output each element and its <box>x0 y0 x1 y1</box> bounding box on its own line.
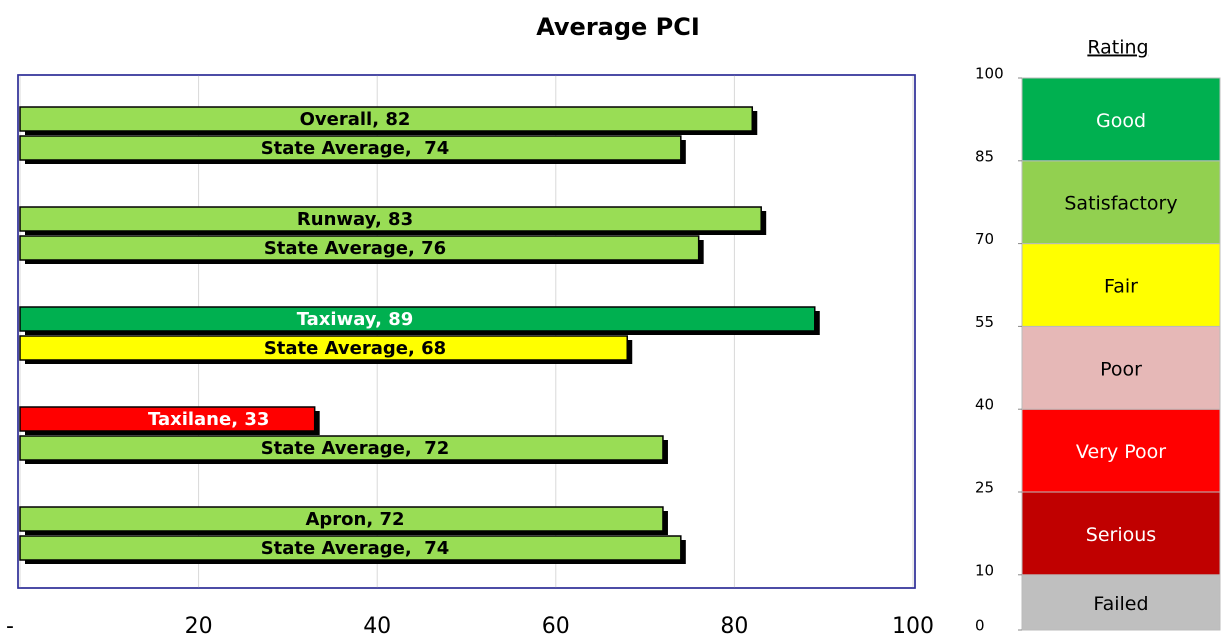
rating-title: Rating <box>1087 37 1148 59</box>
plot-border <box>17 74 916 589</box>
bar-label: State Average, 74 <box>261 538 450 559</box>
rating-tick-label: 100 <box>975 65 1004 83</box>
rating-band <box>1021 491 1221 576</box>
bar <box>19 206 762 232</box>
rating-tick-label: 70 <box>975 230 994 248</box>
rating-label: Serious <box>1086 524 1156 546</box>
rating-label: Good <box>1096 110 1146 132</box>
rating-band <box>1021 408 1221 493</box>
bar <box>19 435 664 461</box>
chart-title: Average PCI <box>536 13 700 41</box>
bar <box>19 506 664 532</box>
bar <box>19 406 316 432</box>
x-tick-label: 100 <box>892 614 934 639</box>
bar-label: Overall, 82 <box>300 109 411 130</box>
bar-label: State Average, 72 <box>261 438 450 459</box>
x-tick-label: - <box>6 614 14 639</box>
rating-label: Failed <box>1093 593 1148 615</box>
rating-label: Fair <box>1104 276 1138 298</box>
x-tick-label: 40 <box>363 614 391 639</box>
bar <box>19 135 682 161</box>
rating-label: Poor <box>1100 358 1142 380</box>
x-tick-label: 60 <box>542 614 570 639</box>
bar <box>19 306 816 332</box>
bar-label: Apron, 72 <box>305 509 404 530</box>
rating-tick-label: 0 <box>975 617 985 635</box>
bar-label: Taxiway, 89 <box>297 309 414 330</box>
bar-label: State Average, 76 <box>264 238 446 259</box>
rating-tick-label: 25 <box>975 479 994 497</box>
rating-label: Satisfactory <box>1064 193 1177 215</box>
bar-label: State Average, 74 <box>261 138 450 159</box>
rating-band <box>1021 243 1221 327</box>
bar-label: Taxilane, 33 <box>148 409 269 430</box>
rating-band <box>1021 77 1221 162</box>
rating-band <box>1021 325 1221 410</box>
bar <box>19 535 682 561</box>
rating-tick-label: 85 <box>975 147 994 165</box>
bar <box>19 235 700 261</box>
bar <box>19 335 628 361</box>
bar-label: Runway, 83 <box>297 209 413 230</box>
x-tick-label: 80 <box>720 614 748 639</box>
rating-tick-label: 10 <box>975 561 994 579</box>
rating-tick-label: 55 <box>975 313 994 331</box>
x-tick-label: 20 <box>185 614 213 639</box>
bar-label: State Average, 68 <box>264 338 446 359</box>
rating-label: Very Poor <box>1076 441 1166 463</box>
rating-band <box>1021 160 1221 245</box>
rating-tick-label: 40 <box>975 396 994 414</box>
bar <box>19 106 754 132</box>
rating-band <box>1021 574 1221 631</box>
